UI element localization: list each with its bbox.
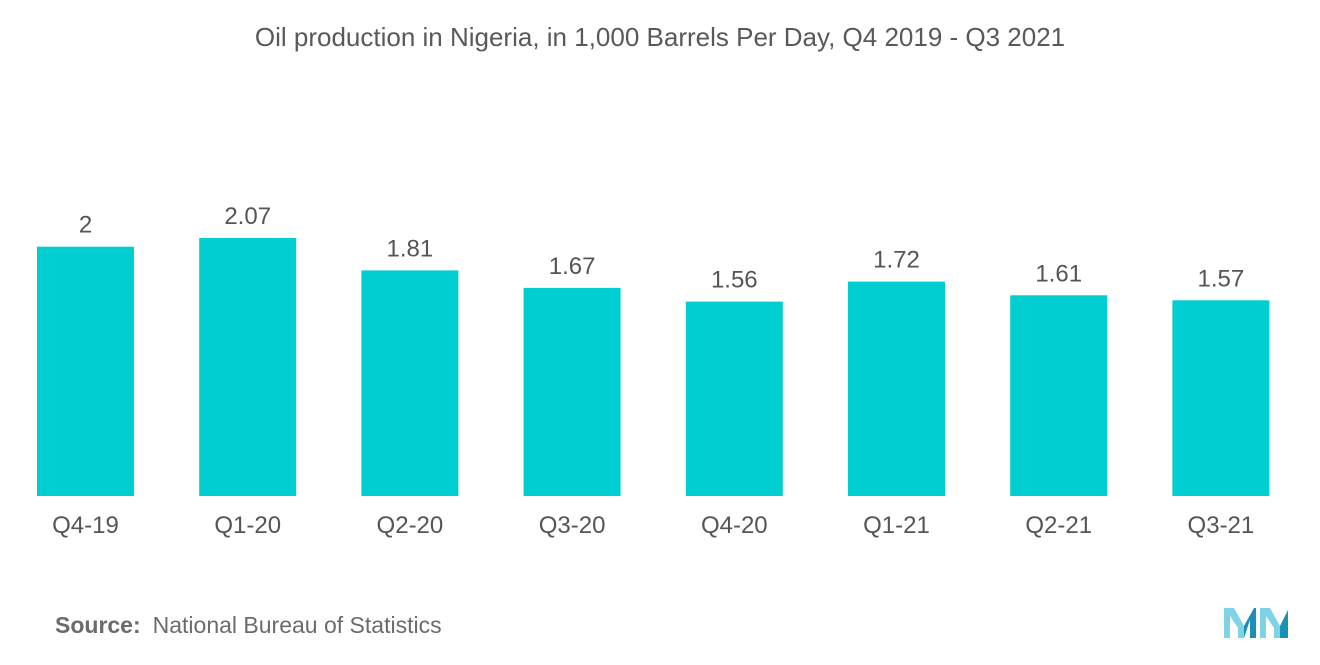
value-label: 1.81 [387, 235, 434, 262]
x-tick-label: Q2-21 [1025, 512, 1092, 539]
source-label: Source: [55, 612, 141, 638]
value-label: 1.61 [1035, 260, 1082, 287]
x-tick-label: Q3-21 [1188, 512, 1255, 539]
bar-q2-21 [1010, 295, 1108, 496]
value-label: 1.56 [711, 267, 758, 294]
value-label: 2.07 [224, 203, 271, 230]
x-tick-label: Q1-21 [863, 512, 930, 539]
bar-q1-21 [848, 281, 945, 496]
bars-group [37, 238, 1270, 496]
x-tick-labels-group: Q4-19 Q1-20 Q2-20 Q3-20 Q4-20 Q1-21 Q2-21 Q3-21 [52, 512, 1254, 539]
value-label: 1.57 [1198, 265, 1245, 292]
bar-q3-20 [523, 287, 621, 496]
value-labels-group: 2 2.07 1.81 1.67 1.56 1.72 1.61 1.57 [79, 203, 1244, 294]
x-tick-label: Q1-20 [214, 512, 281, 539]
bar-q3-21 [1172, 300, 1270, 496]
chart-title: Oil production in Nigeria, in 1,000 Barr… [254, 22, 1066, 52]
bar-q4-20 [685, 301, 783, 496]
bar-q4-19 [37, 246, 134, 496]
source-line: Source: National Bureau of Statistics [55, 612, 442, 639]
x-tick-label: Q2-20 [377, 512, 444, 539]
value-label: 1.67 [549, 253, 596, 280]
bar-q2-20 [361, 270, 459, 496]
x-tick-label: Q4-19 [52, 512, 119, 539]
x-tick-label: Q3-20 [539, 512, 606, 539]
source-text: National Bureau of Statistics [152, 612, 442, 638]
bar-q1-20 [199, 238, 297, 496]
x-tick-label: Q4-20 [701, 512, 768, 539]
bar-chart: 2 2.07 1.81 1.67 1.56 1.72 1.61 1.57 Q4-19 Q1-20… [37, 203, 1270, 539]
company-logo-icon [1224, 608, 1288, 638]
value-label: 2 [79, 212, 92, 239]
value-label: 1.72 [873, 247, 920, 274]
